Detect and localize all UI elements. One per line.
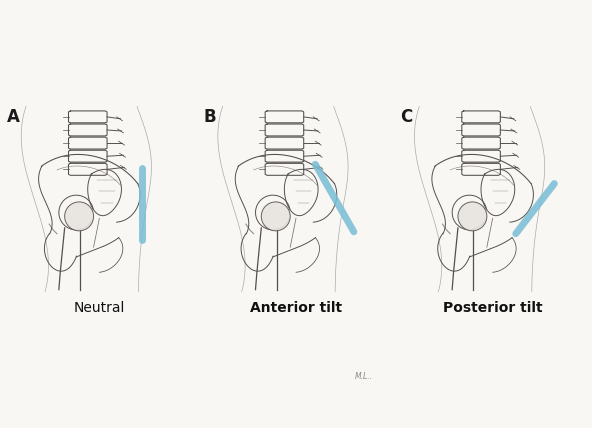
Text: Posterior tilt: Posterior tilt (443, 301, 542, 315)
Circle shape (65, 202, 94, 231)
Text: M.L..: M.L.. (355, 372, 373, 381)
Text: B: B (204, 108, 216, 126)
Text: Neutral: Neutral (73, 301, 125, 315)
Text: Anterior tilt: Anterior tilt (250, 301, 342, 315)
Circle shape (261, 202, 290, 231)
Circle shape (458, 202, 487, 231)
Text: C: C (400, 108, 413, 126)
Text: A: A (7, 108, 20, 126)
